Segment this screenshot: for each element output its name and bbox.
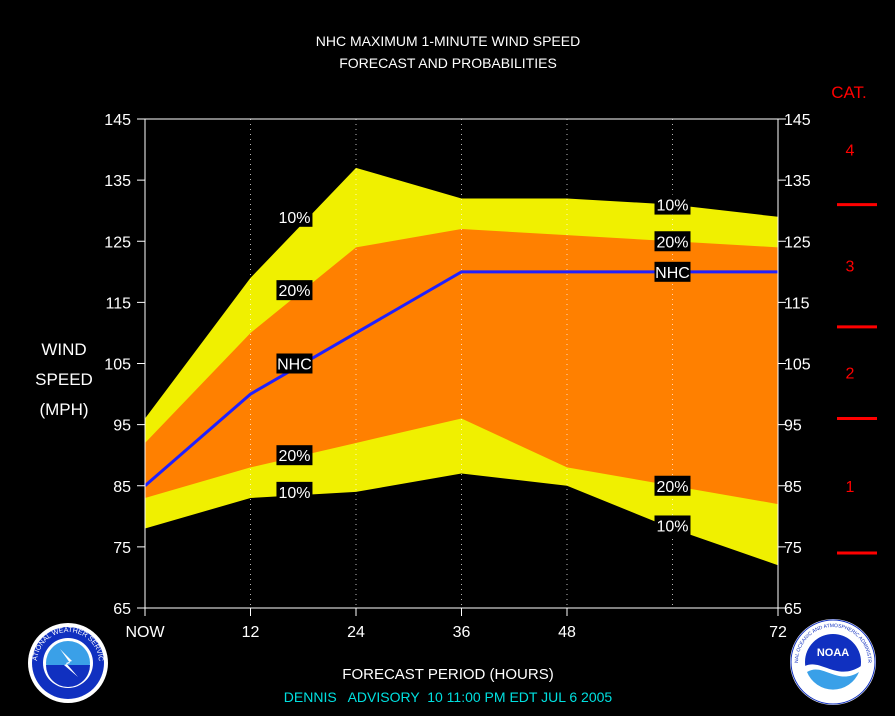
category-label: 1: [846, 479, 855, 496]
y-tick-label-left: 105: [104, 357, 131, 374]
band-label: 10%: [278, 485, 310, 502]
y-tick-label-left: 85: [113, 479, 131, 496]
x-axis-label: FORECAST PERIOD (HOURS): [342, 666, 553, 683]
band-label-box: [654, 231, 691, 252]
y-tick-label-right: 85: [784, 479, 802, 496]
y-tick-label-left: 95: [113, 418, 131, 435]
y-tick-label-right: 105: [784, 357, 811, 374]
y-tick-label-left: 75: [113, 540, 131, 557]
band-label: 20%: [656, 234, 688, 251]
x-axis-ticks: NOW 12 24 36 48 72: [125, 608, 787, 641]
y-tick-label-right: 95: [784, 418, 802, 435]
band-label: 20%: [278, 448, 310, 465]
x-tick-label: NOW: [125, 624, 165, 641]
y-tick-label-left: 65: [113, 601, 131, 618]
band-label: 10%: [656, 518, 688, 535]
y-tick-label-left: 145: [104, 112, 131, 129]
y-tick-label-left: 115: [105, 295, 131, 312]
x-tick-label: 12: [242, 624, 260, 641]
y-tick-label-right: 125: [784, 234, 811, 251]
band-label-box: [654, 515, 691, 536]
y-tick-label-right: 115: [784, 295, 810, 312]
x-tick-label: 24: [347, 624, 365, 641]
band-label-box: [654, 475, 691, 496]
y-axis-ticks: 65 65 75 75 85 85 95 95 105 105 115 115 125 125 135 135…: [104, 112, 811, 618]
x-tick-label: 36: [453, 624, 471, 641]
category-scale: CAT. 1 2 3 4: [831, 83, 877, 555]
advisory-subtitle: DENNIS ADVISORY 10 11:00 PM EDT JUL 6 20…: [284, 689, 613, 705]
band-label-box: [276, 280, 313, 301]
band-labels: 10% 20% NHC 20% 10% 10% 20% NHC 20% 10%: [276, 194, 691, 536]
y-axis-label-line2: SPEED: [35, 370, 93, 389]
band-label: 20%: [656, 479, 688, 496]
x-tick-label: 48: [558, 624, 576, 641]
x-tick-label: 72: [769, 624, 787, 641]
band-label: 10%: [656, 198, 688, 215]
noaa-logo-text: NOAA: [817, 647, 849, 659]
category-label: 3: [846, 259, 855, 276]
band-label: 10%: [278, 210, 310, 227]
category-label: 4: [846, 143, 855, 160]
band-label-box: [276, 481, 313, 502]
y-tick-label-right: 65: [784, 601, 802, 618]
band-label-box: [654, 261, 691, 282]
y-tick-label-right: 145: [784, 112, 811, 129]
band-label-box: [276, 206, 313, 227]
y-tick-label-left: 135: [104, 173, 131, 190]
nws-logo: NATIONAL WEATHER SERVICE: [28, 623, 108, 703]
y-axis-label-line3: (MPH): [39, 400, 88, 419]
band-label: NHC: [655, 265, 690, 282]
category-label: 2: [846, 366, 855, 383]
category-header: CAT.: [831, 83, 867, 102]
chart-title-line2: FORECAST AND PROBABILITIES: [339, 55, 557, 71]
y-axis-label-line1: WIND: [41, 340, 86, 359]
probability-bands: [145, 167, 778, 566]
y-tick-label-left: 125: [104, 234, 131, 251]
band-label-box: [654, 194, 691, 215]
chart-title-line1: NHC MAXIMUM 1-MINUTE WIND SPEED: [316, 33, 580, 49]
band-label-box: [276, 353, 313, 374]
band-label: NHC: [277, 357, 312, 374]
band-label-box: [276, 445, 313, 466]
y-tick-label-right: 135: [784, 173, 811, 190]
band-label: 20%: [278, 283, 310, 300]
y-tick-label-right: 75: [784, 540, 802, 557]
noaa-logo: NOAA NATIONAL OCEANIC AND ATMOSPHERIC AD…: [790, 619, 876, 705]
